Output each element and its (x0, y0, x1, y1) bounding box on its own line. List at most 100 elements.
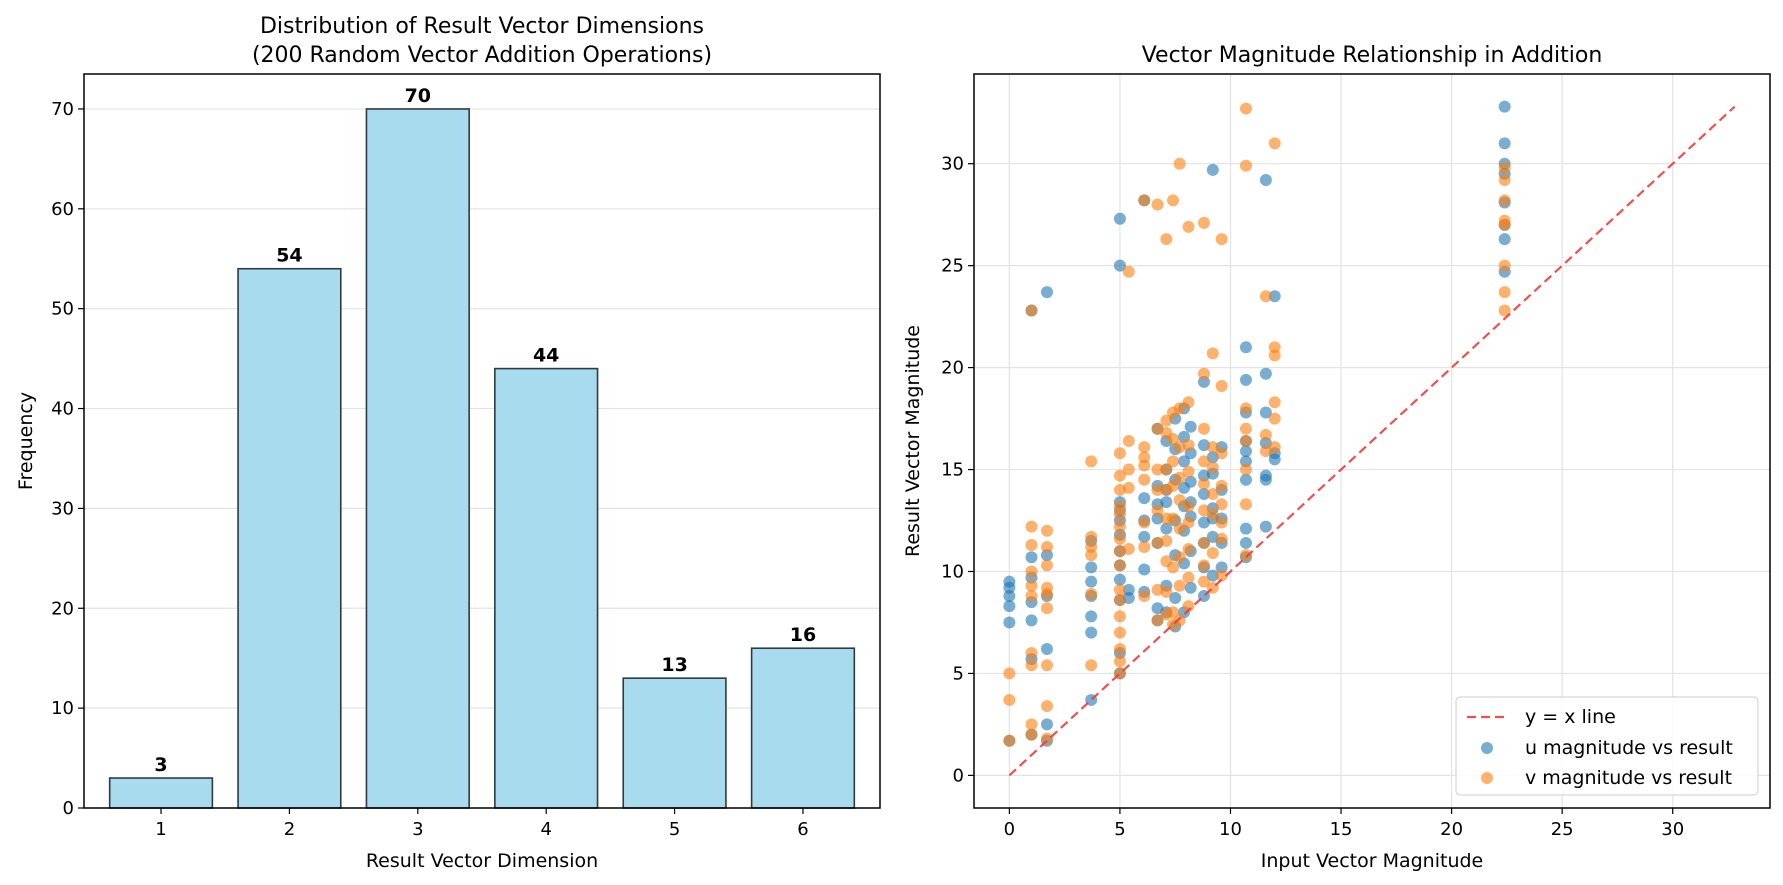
v-point (1138, 589, 1151, 602)
u-point (1184, 475, 1197, 488)
v-point (1138, 516, 1151, 529)
u-point (1160, 522, 1173, 535)
v-point (1151, 483, 1164, 496)
v-point (1025, 589, 1038, 602)
u-point (1206, 569, 1219, 582)
v-point (1151, 614, 1164, 627)
v-point (1167, 479, 1179, 492)
bar (750, 647, 856, 809)
v-point (1206, 441, 1219, 454)
v-point (1167, 455, 1179, 468)
v-point (1173, 157, 1186, 170)
v-point (1215, 233, 1228, 246)
right-y-tick-label: 5 (953, 663, 964, 684)
u-point (1184, 420, 1197, 433)
v-point (1167, 194, 1179, 207)
u-point (1138, 563, 1151, 576)
v-point (1206, 488, 1219, 501)
v-point (1138, 194, 1151, 207)
bar (237, 267, 342, 809)
v-point (1085, 549, 1098, 562)
v-point (1003, 734, 1016, 747)
bar-data-label: 54 (276, 245, 302, 267)
right-y-tick-label: 10 (941, 561, 964, 582)
right-scatter-points (1003, 100, 1511, 747)
v-point (1498, 259, 1511, 272)
v-point (1197, 216, 1210, 229)
v-point (1173, 471, 1186, 484)
right-x-axis-ticks: 0 5 10 15 20 25 30 (1004, 808, 1684, 840)
v-point (1025, 579, 1038, 592)
legend-box (1455, 696, 1759, 796)
u-point (1138, 530, 1151, 543)
v-point (1085, 659, 1098, 672)
left-y-tick-label: 70 (51, 99, 74, 120)
v-point (1040, 541, 1053, 554)
v-point (1215, 479, 1228, 492)
right-grid (974, 74, 1770, 808)
v-point (1113, 642, 1126, 655)
bar-data-label: 16 (790, 624, 816, 646)
v-point (1215, 447, 1228, 460)
u-point (1113, 259, 1126, 272)
right-y-tick-label: 30 (941, 154, 964, 175)
v-point (1268, 349, 1281, 362)
right-x-axis-label: Input Vector Magnitude (1261, 850, 1483, 872)
u-point (1239, 445, 1252, 458)
v-point (1160, 534, 1173, 547)
v-point (1197, 575, 1210, 588)
u-point (1239, 341, 1252, 354)
v-point (1085, 455, 1098, 468)
v-point (1122, 265, 1135, 278)
right-x-tick-label: 0 (1004, 819, 1015, 840)
v-point (1113, 583, 1126, 596)
v-point (1025, 728, 1038, 741)
v-point (1268, 137, 1281, 150)
v-point (1025, 565, 1038, 578)
v-point (1197, 422, 1210, 435)
v-point (1498, 286, 1511, 299)
v-point (1206, 547, 1219, 560)
v-point (1113, 520, 1126, 533)
left-x-axis-label: Result Vector Dimension (366, 850, 598, 872)
right-y-axis-ticks: 0 5 10 15 20 25 30 (941, 154, 974, 786)
v-point (1040, 732, 1053, 745)
right-y-axis-label: Result Vector Magnitude (902, 325, 924, 557)
right-x-tick-label: 10 (1219, 819, 1242, 840)
v-point (1167, 512, 1179, 525)
v-point (1113, 469, 1126, 482)
v-point (1040, 659, 1053, 672)
bar (622, 677, 727, 809)
u-point (1184, 581, 1197, 594)
u-point (1113, 573, 1126, 586)
v-point (1498, 174, 1511, 187)
v-point (1259, 290, 1272, 303)
u-point (1025, 614, 1038, 627)
v-point (1268, 441, 1281, 454)
v-point (1113, 532, 1126, 545)
u-point (1498, 100, 1511, 113)
left-x-axis-ticks: 1 2 3 4 5 6 (155, 808, 809, 840)
left-bars (108, 108, 856, 809)
v-point (1025, 718, 1038, 731)
left-plot-frame (83, 73, 881, 809)
v-point (1003, 667, 1016, 680)
v-point (1268, 412, 1281, 425)
legend-v-marker (1481, 772, 1493, 784)
u-point (1259, 174, 1272, 187)
v-point (1173, 494, 1186, 507)
v-point (1206, 461, 1219, 474)
v-point (1197, 477, 1210, 490)
v-point (1498, 218, 1511, 231)
v-point (1025, 659, 1038, 672)
v-point (1182, 500, 1195, 513)
v-point (1182, 220, 1195, 233)
v-point (1113, 447, 1126, 460)
v-point (1173, 614, 1186, 627)
legend: y = x line u magnitude vs result v magni… (1455, 696, 1759, 796)
right-scatter-chart: Vector Magnitude Relationship in Additio… (902, 43, 1771, 872)
reference-line-y-equals-x (1008, 105, 1736, 777)
v-point (1113, 655, 1126, 668)
v-point (1239, 422, 1252, 435)
